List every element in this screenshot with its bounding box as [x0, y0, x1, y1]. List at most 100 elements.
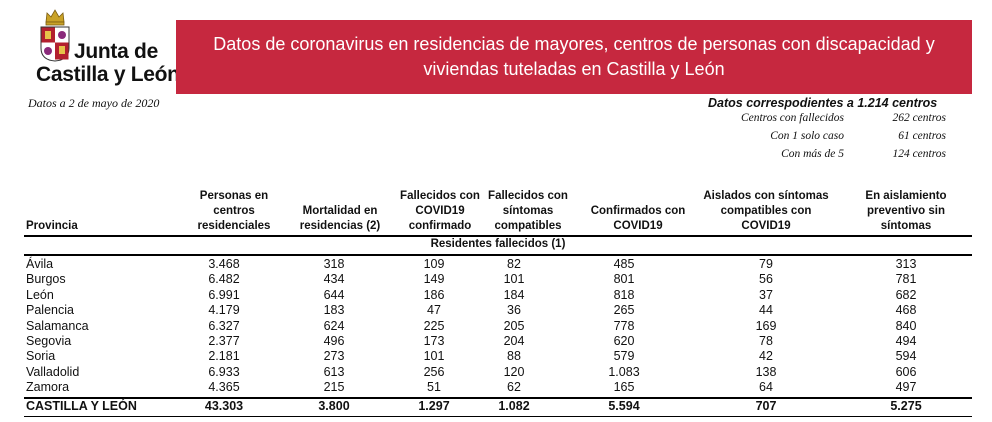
cell-aislamiento: 781	[895, 272, 917, 287]
cell-mortalidad: 318	[323, 257, 345, 271]
table-row: Valladolid 6.933 613 256 120 1.083 138 6…	[24, 365, 972, 380]
crown-icon	[45, 9, 65, 26]
cell-personas: 4.179	[208, 303, 240, 318]
cell-personas: 3.468	[208, 257, 240, 271]
cell-provincia: Burgos	[26, 272, 66, 287]
report-date: Datos a 2 de mayo de 2020	[28, 96, 160, 110]
cell-fallecidos-confirmado: 173	[423, 333, 445, 348]
logo-text-line2: Castilla y León	[36, 63, 180, 86]
table-row: Palencia 4.179 183 47 36 265 44 468	[24, 303, 972, 318]
cell-fallecidos-sintomas: 120	[503, 364, 525, 379]
summary-value: 262 centros	[892, 112, 946, 124]
cell-aislados: 37	[759, 287, 773, 302]
cell-aislamiento: 497	[895, 380, 917, 395]
cell-mortalidad: 434	[323, 272, 345, 287]
cell-personas: 4.365	[208, 380, 240, 395]
cell-provincia: Segovia	[26, 333, 72, 348]
junta-logo: Junta de Castilla y León	[28, 8, 180, 88]
cell-personas: 6.933	[208, 364, 240, 379]
cell-fallecidos-sintomas: 184	[503, 287, 525, 302]
cell-fallecidos-sintomas: 36	[507, 303, 521, 318]
cell-fallecidos-confirmado: 256	[423, 364, 445, 379]
cell-mortalidad: 215	[323, 380, 345, 395]
coat-of-arms-icon	[40, 26, 70, 62]
cell-provincia: Ávila	[26, 257, 54, 271]
title-banner: Datos de coronavirus en residencias de m…	[176, 20, 972, 94]
cell-confirmados: 165	[613, 380, 635, 395]
cell-provincia: León	[26, 287, 54, 302]
cell-personas: 6.327	[208, 318, 240, 333]
summary-label: Con más de 5	[781, 148, 844, 160]
table-row: Soria 2.181 273 101 88 579 42 594	[24, 349, 972, 364]
cell-mortalidad: 183	[323, 303, 345, 318]
cell-aislamiento: 313	[895, 257, 917, 271]
cell-aislados: 169	[755, 318, 777, 333]
subheader-divider	[24, 254, 972, 256]
cell-personas: 6.482	[208, 272, 240, 287]
table-row: Burgos 6.482 434 149 101 801 56 781	[24, 272, 972, 287]
header-personas: Personas en centros residenciales	[197, 190, 271, 232]
table-row: León 6.991 644 186 184 818 37 682	[24, 288, 972, 303]
cell-provincia: Salamanca	[26, 318, 89, 333]
cell-fallecidos-confirmado: 225	[423, 318, 445, 333]
cell-fallecidos-sintomas: 204	[503, 333, 525, 348]
cell-provincia: Palencia	[26, 303, 74, 318]
page-title: Datos de coronavirus en residencias de m…	[213, 34, 935, 79]
header-divider	[24, 235, 972, 237]
total-aislamiento: 5.275	[890, 399, 922, 413]
summary-value: 124 centros	[892, 148, 946, 160]
cell-fallecidos-confirmado: 109	[423, 257, 445, 271]
cell-confirmados: 801	[613, 272, 635, 287]
cell-personas: 2.377	[208, 333, 240, 348]
cell-fallecidos-confirmado: 47	[427, 303, 441, 318]
cell-fallecidos-confirmado: 51	[427, 380, 441, 395]
cell-aislados: 56	[759, 272, 773, 287]
summary-label: Centros con fallecidos	[740, 112, 844, 124]
cell-aislados: 44	[759, 303, 773, 318]
table-body: Ávila 3.468 318 109 82 485 79 313 Burgos…	[24, 257, 972, 396]
cell-provincia: Soria	[26, 349, 56, 364]
cell-aislamiento: 840	[895, 318, 917, 333]
cell-confirmados: 485	[613, 257, 635, 271]
header-mortalidad: Mortalidad en residencias (2)	[299, 205, 381, 232]
table-bottom-line	[24, 416, 972, 417]
cell-mortalidad: 496	[323, 333, 345, 348]
header-aislados: Aislados con síntomas compatibles con CO…	[703, 190, 829, 232]
total-row: CASTILLA Y LEÓN 43.303 3.800 1.297 1.082…	[24, 399, 972, 415]
cell-aislados: 78	[759, 333, 773, 348]
summary-value: 61 centros	[898, 130, 946, 142]
header-fallecidos-sintomas: Fallecidos con síntomas compatibles	[488, 190, 568, 232]
logo-text-line1: Junta de	[74, 40, 158, 63]
table-row: Segovia 2.377 496 173 204 620 78 494	[24, 334, 972, 349]
summary-title: Datos correspodientes a 1.214 centros	[708, 96, 938, 110]
total-divider	[24, 397, 972, 399]
cell-aislamiento: 494	[895, 333, 917, 348]
subheader-residentes-fallecidos: Residentes fallecidos (1)	[430, 238, 566, 250]
table-row: Zamora 4.365 215 51 62 165 64 497	[24, 380, 972, 395]
cell-aislados: 79	[759, 257, 773, 271]
table-header: Provincia Personas en centros residencia…	[0, 186, 992, 234]
cell-aislados: 138	[755, 364, 777, 379]
cell-provincia: Zamora	[26, 380, 70, 395]
table-row: Ávila 3.468 318 109 82 485 79 313	[24, 257, 972, 272]
cell-confirmados: 818	[613, 287, 635, 302]
cell-aislamiento: 682	[895, 287, 917, 302]
total-fallecidos-sintomas: 1.082	[498, 399, 530, 413]
cell-mortalidad: 624	[323, 318, 345, 333]
summary-label: Con 1 solo caso	[770, 130, 844, 142]
summary-row: Con más de 5 124 centros	[704, 148, 954, 164]
total-label: CASTILLA Y LEÓN	[26, 399, 137, 413]
total-confirmados: 5.594	[608, 399, 640, 413]
total-mortalidad: 3.800	[318, 399, 350, 413]
cell-aislamiento: 594	[895, 349, 917, 364]
cell-personas: 2.181	[208, 349, 240, 364]
table-row: Salamanca 6.327 624 225 205 778 169 840	[24, 319, 972, 334]
cell-fallecidos-sintomas: 82	[507, 257, 521, 271]
cell-personas: 6.991	[208, 287, 240, 302]
header-aislamiento-preventivo: En aislamiento preventivo sin síntomas	[865, 190, 947, 232]
cell-fallecidos-sintomas: 88	[507, 349, 521, 364]
total-aislados: 707	[755, 399, 777, 413]
summary-row: Centros con fallecidos 262 centros	[704, 112, 954, 128]
cell-confirmados: 620	[613, 333, 635, 348]
summary-row: Con 1 solo caso 61 centros	[704, 130, 954, 146]
